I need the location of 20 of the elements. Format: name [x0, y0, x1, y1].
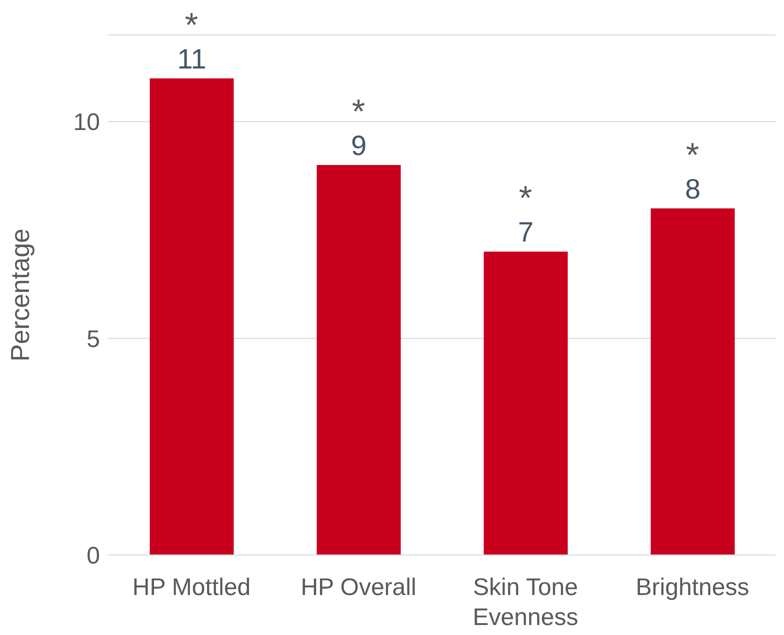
- x-tick-label: Brightness: [636, 574, 750, 601]
- x-tick-label: Skin Tone Evenness: [472, 574, 578, 631]
- bar: [650, 208, 735, 555]
- data-label: 11: [177, 43, 206, 74]
- y-tick-label: 5: [86, 326, 100, 353]
- y-tick-label: 0: [86, 542, 100, 570]
- x-tick-label: HP Mottled: [132, 574, 251, 601]
- bar: [316, 165, 401, 555]
- data-label: 7: [518, 216, 534, 248]
- data-label: 8: [684, 173, 701, 204]
- y-axis-title: Percentage: [5, 228, 36, 362]
- annotation: *: [184, 6, 198, 44]
- data-label: 9: [350, 130, 367, 161]
- annotation: *: [518, 180, 532, 218]
- bar: [484, 252, 568, 555]
- annotation: *: [352, 93, 366, 131]
- y-tick-label: 10: [73, 109, 100, 136]
- annotation: *: [686, 136, 700, 174]
- x-tick-label: HP Overall: [300, 574, 416, 601]
- bar: [150, 78, 234, 555]
